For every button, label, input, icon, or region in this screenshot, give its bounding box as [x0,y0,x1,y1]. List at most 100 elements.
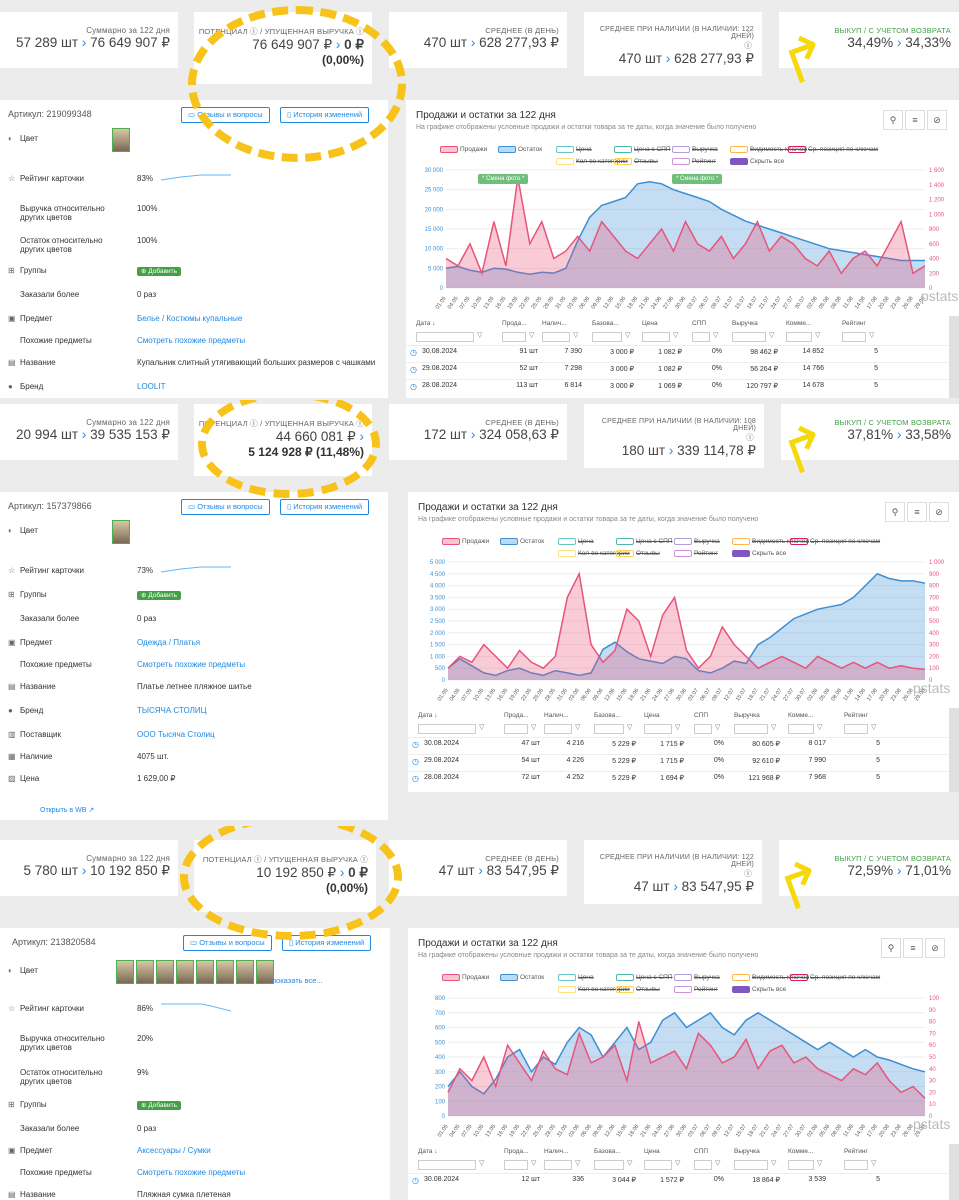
info-row-value[interactable]: Белье / Костюмы купальные [137,314,243,323]
table-header[interactable]: Налич... [544,712,569,719]
scrollbar[interactable] [949,708,959,792]
filter-icon[interactable]: ▽ [627,724,633,731]
filter-icon[interactable]: ▽ [817,1160,823,1167]
filter-input[interactable] [734,724,768,734]
scrollbar[interactable] [949,1144,959,1200]
filter-icon[interactable]: ▽ [871,724,877,731]
filter-icon[interactable]: ▽ [869,332,875,339]
info-row-value[interactable]: ООО Тысяча Столиц [137,730,215,739]
pin-icon[interactable]: ⚲ [883,110,903,130]
hide-icon[interactable]: ⊘ [925,938,945,958]
filter-input[interactable] [416,332,474,342]
legend-item[interactable]: Видимость ключей [732,974,809,981]
legend-item[interactable]: Ср. позиция по ключам [790,538,880,545]
table-row[interactable] [408,737,951,753]
filter-input[interactable] [542,332,570,342]
table-header[interactable]: Рейтинг [842,320,866,327]
legend-item[interactable]: Рейтинг [674,986,718,993]
table-header[interactable]: Комме... [788,712,814,719]
info-row-value[interactable]: Смотреть похожие предметы [137,660,246,669]
legend-item[interactable]: Отзывы [616,550,660,557]
legend-item[interactable]: Цена с СПП [614,146,671,153]
legend-item[interactable]: Продажи [440,146,487,153]
filter-icon[interactable]: ▽ [479,1160,485,1167]
legend-item[interactable]: Скрыть все [732,986,786,993]
table-header[interactable]: Выручка [734,712,760,719]
legend-item[interactable]: Скрыть все [732,550,786,557]
table-row[interactable] [408,1173,951,1189]
filter-input[interactable] [644,1160,672,1170]
filter-input[interactable] [544,724,572,734]
reviews-button[interactable]: ▭ Отзывы и вопросы [183,935,272,951]
color-thumbnail[interactable] [256,960,274,984]
filter-input[interactable] [788,1160,814,1170]
scrollbar[interactable] [949,316,959,398]
filter-icon[interactable]: ▽ [531,1160,537,1167]
legend-item[interactable]: Остаток [500,538,544,545]
legend-item[interactable]: Остаток [500,974,544,981]
table-header[interactable]: Рейтинг [844,712,868,719]
show-all-link[interactable]: показать все... [272,976,323,985]
legend-item[interactable]: Рейтинг [672,158,716,165]
filter-icon[interactable]: ▽ [715,1160,721,1167]
info-row-value[interactable]: ⊕ Добавить [137,1100,181,1110]
add-group-button[interactable]: ⊕ Добавить [137,1101,181,1110]
table-header[interactable]: Базова... [594,1148,621,1155]
color-thumbnail[interactable] [136,960,154,984]
filter-input[interactable] [544,1160,572,1170]
legend-item[interactable]: Выручка [674,974,720,981]
table-header[interactable]: Прода... [502,320,527,327]
legend-item[interactable]: Цена с СПП [616,538,673,545]
filter-icon[interactable]: ▽ [573,332,579,339]
color-thumbnail[interactable] [116,960,134,984]
filter-icon[interactable]: ▽ [817,724,823,731]
table-header[interactable]: Выручка [732,320,758,327]
list-icon[interactable]: ≡ [907,502,927,522]
legend-item[interactable]: Кол-во категорий [558,986,630,993]
table-header[interactable]: Дата ↓ [418,1148,438,1155]
filter-icon[interactable]: ▽ [477,332,483,339]
filter-input[interactable] [694,724,712,734]
color-thumbnail[interactable] [236,960,254,984]
legend-item[interactable]: Видимость ключей [730,146,807,153]
reviews-button[interactable]: ▭ Отзывы и вопросы [181,499,270,515]
table-header[interactable]: Дата ↓ [418,712,438,719]
filter-icon[interactable]: ▽ [769,332,775,339]
filter-input[interactable] [786,332,812,342]
filter-icon[interactable]: ▽ [871,1160,877,1167]
legend-item[interactable]: Отзывы [614,158,658,165]
table-header[interactable]: Комме... [788,1148,814,1155]
filter-input[interactable] [594,724,624,734]
table-row[interactable] [406,379,951,395]
filter-icon[interactable]: ▽ [713,332,719,339]
add-group-button[interactable]: ⊕ Добавить [137,591,181,600]
legend-item[interactable]: Цена [558,538,594,545]
filter-icon[interactable]: ▽ [815,332,821,339]
table-header[interactable]: Налич... [542,320,567,327]
table-row[interactable] [406,345,951,361]
filter-input[interactable] [592,332,622,342]
legend-item[interactable]: Цена с СПП [616,974,673,981]
legend-item[interactable]: Видимость ключей [732,538,809,545]
table-row[interactable] [408,771,951,787]
filter-icon[interactable]: ▽ [715,724,721,731]
filter-input[interactable] [732,332,766,342]
legend-item[interactable]: Продажи [442,538,489,545]
open-wb-link[interactable]: Открыть в WB ↗ [40,807,95,814]
legend-item[interactable]: Продажи [442,974,489,981]
history-button[interactable]: ▯ История изменений [280,499,370,515]
filter-icon[interactable]: ▽ [673,332,679,339]
filter-icon[interactable]: ▽ [479,724,485,731]
filter-input[interactable] [842,332,866,342]
table-header[interactable]: Базова... [594,712,621,719]
color-thumbnail[interactable] [216,960,234,984]
legend-item[interactable]: Ср. позиция по ключам [790,974,880,981]
list-icon[interactable]: ≡ [903,938,923,958]
legend-item[interactable]: Скрыть все [730,158,784,165]
legend-item[interactable]: Цена [556,146,592,153]
table-row[interactable] [406,362,951,378]
info-row-value[interactable]: ⊕ Добавить [137,266,181,276]
pin-icon[interactable]: ⚲ [881,938,901,958]
info-row-value[interactable]: Смотреть похожие предметы [137,1168,246,1177]
info-row-value[interactable]: Смотреть похожие предметы [137,336,246,345]
